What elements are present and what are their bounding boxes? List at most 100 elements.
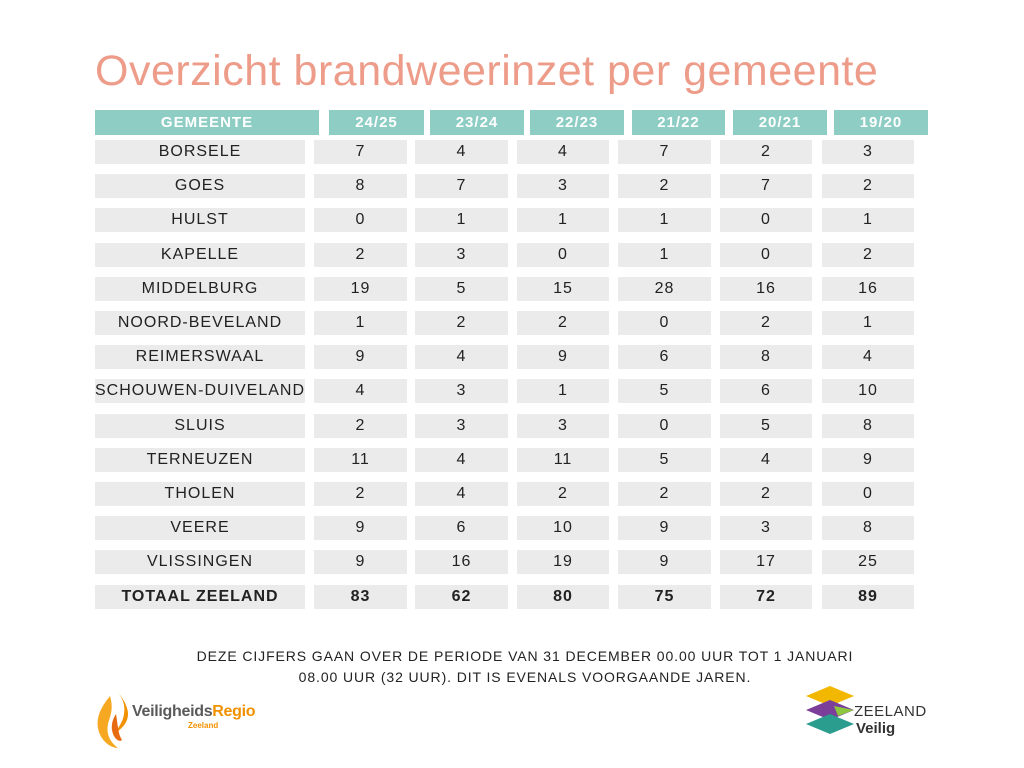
zeeland-veilig-logo: ZEELAND Veilig xyxy=(804,684,934,744)
header-season-1: 24/25 xyxy=(329,110,424,135)
value-cell: 0 xyxy=(618,311,711,335)
value-cell: 7 xyxy=(415,174,508,198)
value-cell: 2 xyxy=(822,174,914,198)
value-cell: 1 xyxy=(822,311,914,335)
value-cell: 7 xyxy=(314,140,407,164)
value-cell: 5 xyxy=(618,379,711,403)
value-cell: 15 xyxy=(517,277,609,301)
value-cell: 4 xyxy=(415,140,508,164)
municipality-name-cell: VLISSINGEN xyxy=(95,550,305,574)
value-cell: 2 xyxy=(415,311,508,335)
logo-left-sub: Zeeland xyxy=(188,721,219,730)
value-cell: 2 xyxy=(314,414,407,438)
value-cell: 9 xyxy=(517,345,609,369)
value-cell: 4 xyxy=(415,345,508,369)
header-season-2: 23/24 xyxy=(430,110,524,135)
value-cell: 3 xyxy=(415,379,508,403)
value-cell: 4 xyxy=(415,448,508,472)
value-cell: 0 xyxy=(618,414,711,438)
value-cell: 8 xyxy=(720,345,812,369)
value-cell: 6 xyxy=(720,379,812,403)
logo-left-part1: Veiligheids xyxy=(132,703,213,720)
value-cell: 16 xyxy=(720,277,812,301)
value-cell: 25 xyxy=(822,550,914,574)
total-value-cell: 75 xyxy=(618,585,711,609)
value-cell: 2 xyxy=(314,482,407,506)
value-cell: 1 xyxy=(415,208,508,232)
value-cell: 0 xyxy=(720,243,812,267)
footnote-line-1: DEZE CIJFERS GAAN OVER DE PERIODE VAN 31… xyxy=(196,648,854,664)
value-cell: 19 xyxy=(314,277,407,301)
value-cell: 10 xyxy=(822,379,914,403)
total-value-cell: 83 xyxy=(314,585,407,609)
logo-right-line1: ZEELAND xyxy=(854,703,927,720)
value-cell: 1 xyxy=(517,208,609,232)
value-cell: 16 xyxy=(822,277,914,301)
municipality-name-cell: SLUIS xyxy=(95,414,305,438)
municipality-name-cell: THOLEN xyxy=(95,482,305,506)
footnote: DEZE CIJFERS GAAN OVER DE PERIODE VAN 31… xyxy=(180,646,870,688)
municipality-name-cell: NOORD-BEVELAND xyxy=(95,311,305,335)
total-value-cell: 72 xyxy=(720,585,812,609)
value-cell: 8 xyxy=(822,516,914,540)
municipality-name-cell: HULST xyxy=(95,208,305,232)
value-cell: 2 xyxy=(618,482,711,506)
header-season-5: 20/21 xyxy=(733,110,827,135)
value-cell: 9 xyxy=(618,516,711,540)
value-cell: 4 xyxy=(822,345,914,369)
value-cell: 1 xyxy=(618,208,711,232)
value-cell: 11 xyxy=(517,448,609,472)
veiligheidsregio-logo: VeiligheidsRegio Zeeland xyxy=(92,684,267,750)
value-cell: 10 xyxy=(517,516,609,540)
value-cell: 17 xyxy=(720,550,812,574)
value-cell: 2 xyxy=(720,482,812,506)
value-cell: 5 xyxy=(720,414,812,438)
value-cell: 0 xyxy=(314,208,407,232)
total-name-cell: TOTAAL ZEELAND xyxy=(95,585,305,609)
header-season-6: 19/20 xyxy=(834,110,928,135)
value-cell: 9 xyxy=(314,345,407,369)
value-cell: 4 xyxy=(720,448,812,472)
value-cell: 0 xyxy=(720,208,812,232)
page-title: Overzicht brandweerinzet per gemeente xyxy=(95,47,879,95)
value-cell: 4 xyxy=(517,140,609,164)
value-cell: 19 xyxy=(517,550,609,574)
value-cell: 1 xyxy=(314,311,407,335)
layers-icon xyxy=(806,686,854,734)
municipality-name-cell: TERNEUZEN xyxy=(95,448,305,472)
value-cell: 9 xyxy=(618,550,711,574)
value-cell: 3 xyxy=(517,414,609,438)
value-cell: 2 xyxy=(822,243,914,267)
municipality-name-cell: MIDDELBURG xyxy=(95,277,305,301)
value-cell: 9 xyxy=(822,448,914,472)
value-cell: 3 xyxy=(822,140,914,164)
municipality-name-cell: REIMERSWAAL xyxy=(95,345,305,369)
value-cell: 8 xyxy=(822,414,914,438)
logo-left-name: VeiligheidsRegio xyxy=(132,703,256,721)
value-cell: 6 xyxy=(618,345,711,369)
total-value-cell: 89 xyxy=(822,585,914,609)
value-cell: 3 xyxy=(415,243,508,267)
value-cell: 2 xyxy=(720,140,812,164)
flame-icon xyxy=(97,688,128,748)
logo-right-line2: Veilig xyxy=(856,720,896,737)
value-cell: 9 xyxy=(314,550,407,574)
value-cell: 3 xyxy=(517,174,609,198)
value-cell: 1 xyxy=(618,243,711,267)
municipality-name-cell: VEERE xyxy=(95,516,305,540)
value-cell: 1 xyxy=(822,208,914,232)
value-cell: 2 xyxy=(618,174,711,198)
value-cell: 0 xyxy=(822,482,914,506)
total-value-cell: 80 xyxy=(517,585,609,609)
value-cell: 0 xyxy=(517,243,609,267)
value-cell: 1 xyxy=(517,379,609,403)
municipality-name-cell: SCHOUWEN-DUIVELAND xyxy=(95,379,305,403)
value-cell: 5 xyxy=(618,448,711,472)
municipality-name-cell: GOES xyxy=(95,174,305,198)
total-value-cell: 62 xyxy=(415,585,508,609)
value-cell: 16 xyxy=(415,550,508,574)
value-cell: 5 xyxy=(415,277,508,301)
value-cell: 11 xyxy=(314,448,407,472)
value-cell: 3 xyxy=(415,414,508,438)
header-season-4: 21/22 xyxy=(632,110,725,135)
